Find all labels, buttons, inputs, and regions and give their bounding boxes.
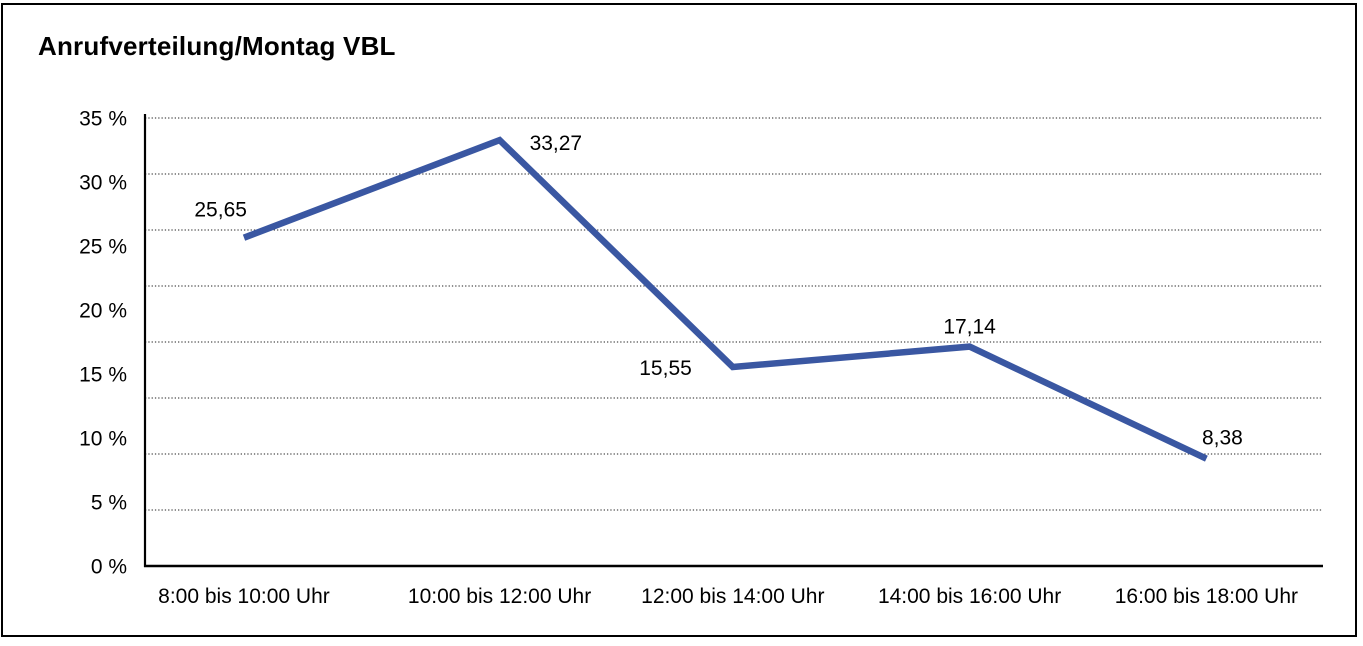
value-label: 25,65 xyxy=(194,199,247,222)
y-tick-label: 20 % xyxy=(79,300,127,323)
value-label: 17,14 xyxy=(943,316,996,339)
gridlines xyxy=(145,117,1323,511)
y-tick-label: 10 % xyxy=(79,428,127,451)
axes xyxy=(143,114,1323,568)
value-label: 8,38 xyxy=(1202,427,1243,450)
y-tick-label: 30 % xyxy=(79,172,127,195)
x-axis-tick-labels: 8:00 bis 10:00 Uhr 10:00 bis 12:00 Uhr 12:… xyxy=(158,585,1298,608)
x-tick-label: 8:00 bis 10:00 Uhr xyxy=(158,585,330,608)
y-tick-label: 35 % xyxy=(79,108,127,131)
y-tick-label: 5 % xyxy=(91,492,127,515)
chart-title: Anrufverteilung/Montag VBL xyxy=(38,31,396,61)
value-label: 33,27 xyxy=(530,132,583,155)
x-tick-label: 12:00 bis 14:00 Uhr xyxy=(641,585,824,608)
y-axis-tick-labels: 0 % 5 % 10 % 15 % 20 % 25 % 30 % 35 % xyxy=(79,108,127,579)
value-labels: 25,65 33,27 15,55 17,14 8,38 xyxy=(194,132,1242,450)
y-tick-label: 25 % xyxy=(79,236,127,259)
outer-border xyxy=(1,3,1357,637)
x-tick-label: 10:00 bis 12:00 Uhr xyxy=(408,585,591,608)
x-tick-label: 16:00 bis 18:00 Uhr xyxy=(1115,585,1298,608)
value-label: 15,55 xyxy=(639,357,692,380)
y-tick-label: 15 % xyxy=(79,364,127,387)
data-line xyxy=(242,136,1208,462)
x-tick-label: 14:00 bis 16:00 Uhr xyxy=(878,585,1061,608)
y-tick-label: 0 % xyxy=(91,556,127,579)
